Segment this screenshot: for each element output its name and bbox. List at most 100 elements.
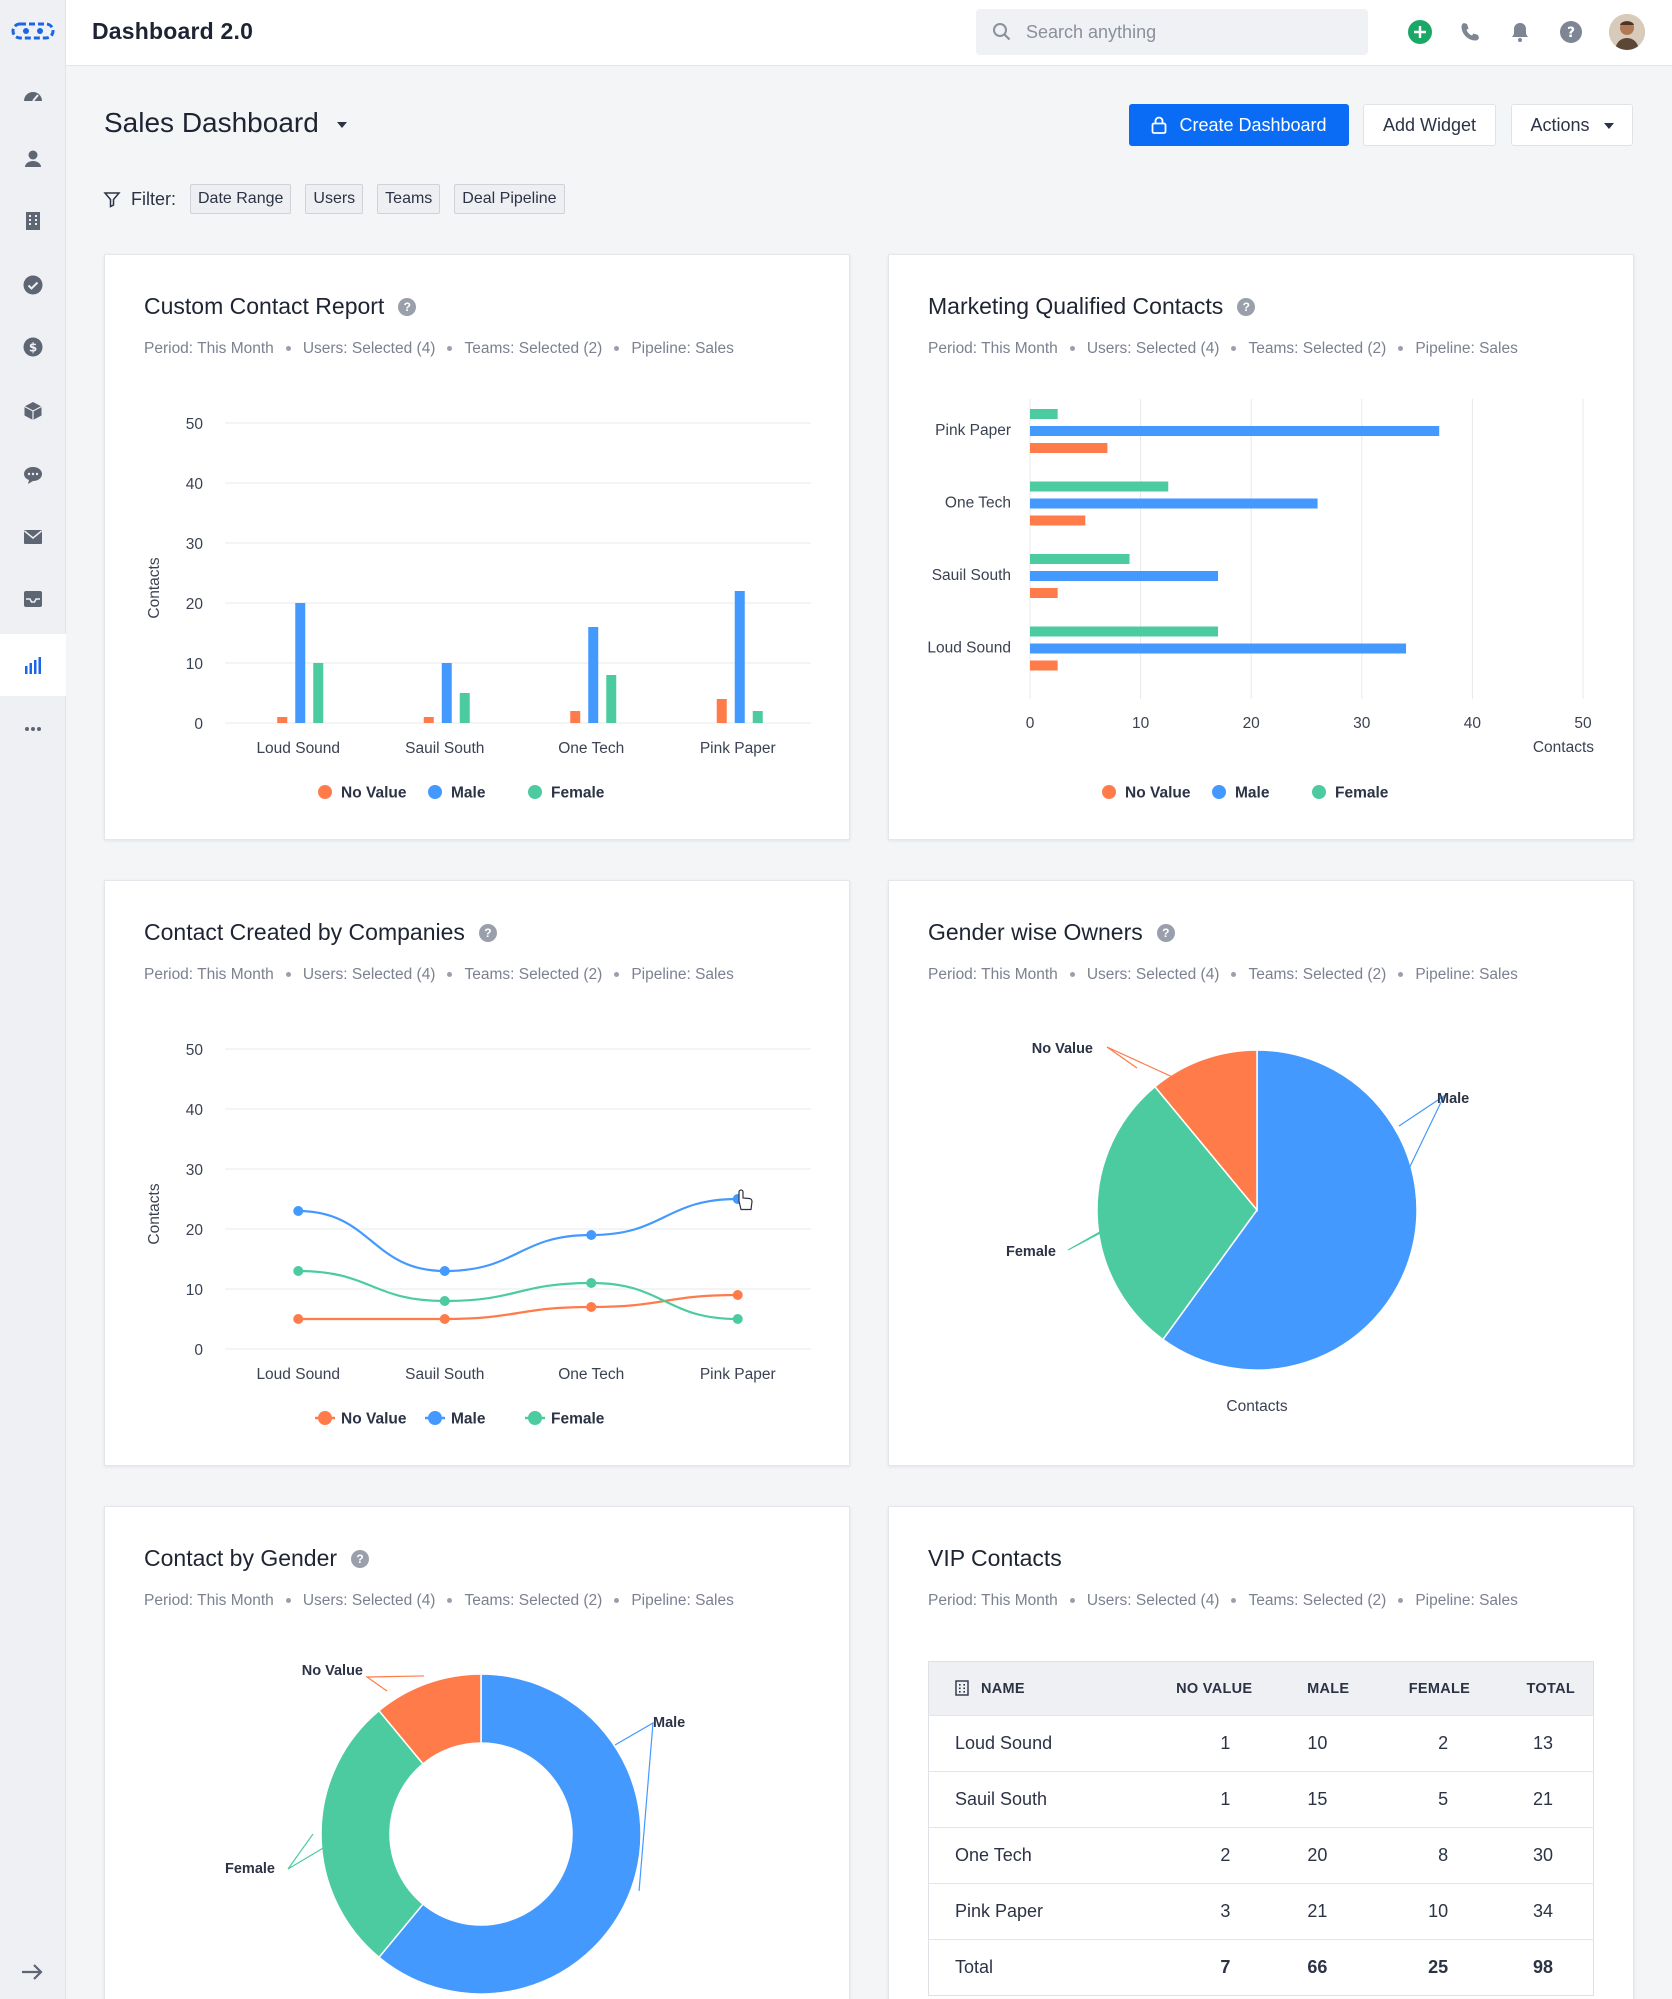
- pie-slice: [1153, 1049, 1258, 1213]
- help-icon[interactable]: ?: [1237, 297, 1256, 316]
- arrow-right-icon[interactable]: [18, 1958, 46, 1986]
- actions-dropdown[interactable]: Actions: [1511, 104, 1633, 146]
- table-row[interactable]: One Tech 2 20 8 30: [928, 1827, 1594, 1884]
- y-tick-label: 20: [186, 596, 204, 613]
- meta-pipeline: Pipeline: Sales: [631, 966, 734, 983]
- bar: [423, 717, 434, 723]
- help-icon[interactable]: ?: [1557, 18, 1585, 46]
- help-icon[interactable]: ?: [398, 297, 417, 316]
- legend-marker: [428, 785, 442, 799]
- bar: [1030, 443, 1108, 453]
- add-icon[interactable]: [1406, 18, 1434, 46]
- sidebar-item-tasks[interactable]: [0, 254, 66, 316]
- table-row[interactable]: Sauil South 1 15 5 21: [928, 1771, 1594, 1828]
- sidebar-item-chat[interactable]: [0, 444, 66, 506]
- table-cell-total: 25: [1367, 1939, 1489, 1996]
- column-header-name[interactable]: NAME: [928, 1661, 1132, 1716]
- search-box[interactable]: Search anything: [976, 9, 1368, 55]
- table-row[interactable]: Loud Sound 1 10 2 13: [928, 1715, 1594, 1772]
- app-title: Dashboard 2.0: [92, 18, 254, 44]
- search-input[interactable]: Search anything: [1026, 21, 1157, 42]
- leader-line: [365, 1675, 425, 1692]
- slice-label: Male: [1437, 1091, 1469, 1107]
- help-icon[interactable]: ?: [478, 923, 497, 942]
- add-widget-button[interactable]: Add Widget: [1363, 104, 1496, 146]
- sidebar-item-contacts[interactable]: [0, 128, 66, 190]
- bar: [1030, 515, 1086, 526]
- column-header-no-value[interactable]: NO VALUE: [1131, 1661, 1271, 1716]
- card-vip-contacts: VIP Contacts Period: This Month Users: Se…: [888, 1506, 1634, 1999]
- column-header-total[interactable]: TOTAL: [1488, 1661, 1594, 1716]
- x-tick-label: Sauil South: [405, 740, 484, 757]
- checkmark-icon: [23, 275, 43, 295]
- table-cell: 21: [1270, 1883, 1368, 1940]
- slice-label: No Value: [1032, 1041, 1093, 1057]
- chevron-down-icon: [336, 122, 347, 128]
- table-cell-name: Loud Sound: [928, 1715, 1132, 1772]
- sidebar-item-dashboard[interactable]: [0, 66, 66, 128]
- sidebar: $: [0, 0, 66, 1999]
- filter-chip-users[interactable]: Users: [305, 184, 364, 214]
- bar: [1030, 643, 1407, 654]
- sidebar-item-deals[interactable]: $: [0, 316, 66, 378]
- meta-users: Users: Selected (4): [302, 1592, 436, 1609]
- phone-icon[interactable]: [1456, 18, 1484, 46]
- add-widget-label: Add Widget: [1382, 114, 1477, 135]
- table-cell: 15: [1270, 1771, 1368, 1828]
- meta-teams: Teams: Selected (2): [1248, 340, 1387, 357]
- card-meta: Period: This Month Users: Selected (4) Tea…: [144, 1592, 734, 1610]
- sidebar-item-more[interactable]: [0, 698, 66, 760]
- help-icon[interactable]: ?: [1156, 923, 1175, 942]
- sidebar-item-products[interactable]: [0, 380, 66, 442]
- meta-period: Period: This Month: [144, 1592, 274, 1609]
- donut-chart: Male Female No Value: [225, 1663, 685, 1995]
- filter-chip-teams[interactable]: Teams: [377, 184, 441, 214]
- card-contact-by-gender: Contact by Gender? Period: This Month Use…: [104, 1506, 850, 1999]
- filter-bar: Filter: Date Range Users Teams Deal Pipe…: [103, 184, 579, 214]
- avatar[interactable]: [1609, 14, 1645, 50]
- card-meta: Period: This Month Users: Selected (4) Tea…: [144, 966, 734, 984]
- bar-chart: 0 10 20 30 40 50 Contacts Loud Sound Sauil South…: [146, 416, 811, 802]
- meta-period: Period: This Month: [928, 966, 1058, 983]
- y-tick-label: 10: [186, 656, 204, 673]
- sidebar-item-companies[interactable]: [0, 190, 66, 252]
- legend-label: No Value: [341, 785, 407, 802]
- legend-marker: [428, 1411, 442, 1425]
- x-tick-label: 50: [1574, 715, 1592, 732]
- column-header-male[interactable]: MALE: [1270, 1661, 1368, 1716]
- meta-period: Period: This Month: [144, 966, 274, 983]
- y-tick-label: One Tech: [945, 495, 1011, 512]
- card-title: VIP Contacts: [928, 1545, 1062, 1571]
- y-tick-label: 50: [186, 1042, 204, 1059]
- slice-label: Male: [653, 1715, 685, 1731]
- data-point: [732, 1314, 743, 1324]
- horizontal-bar-chart: 0 10 20 30 40 50 Contacts Pink Paper One Tech Sau…: [927, 399, 1594, 802]
- leader-line: [1370, 1094, 1446, 1248]
- sidebar-item-email[interactable]: [0, 506, 66, 568]
- person-icon: [25, 150, 41, 167]
- sidebar-item-inbox[interactable]: [0, 568, 66, 630]
- table-cell-name: Sauil South: [928, 1771, 1132, 1828]
- logo-icon[interactable]: [10, 16, 56, 46]
- y-tick-label: 40: [186, 1102, 204, 1119]
- card-custom-contact-report: Custom Contact Report? Period: This Mont…: [104, 254, 850, 840]
- filter-chip-date-range[interactable]: Date Range: [190, 184, 292, 214]
- meta-users: Users: Selected (4): [302, 966, 436, 983]
- top-bar: Dashboard 2.0 Search anything ?: [66, 0, 1672, 66]
- table-row[interactable]: Pink Paper 3 21 10 34: [928, 1883, 1594, 1940]
- column-header-female[interactable]: FEMALE: [1367, 1661, 1489, 1716]
- create-dashboard-button[interactable]: Create Dashboard: [1129, 104, 1349, 146]
- bar: [1030, 409, 1058, 419]
- filter-chip-deal-pipeline[interactable]: Deal Pipeline: [454, 184, 565, 214]
- table-cell-name: One Tech: [928, 1827, 1132, 1884]
- data-point: [586, 1230, 597, 1240]
- pie-slice: [377, 1673, 642, 1995]
- legend-label: Male: [451, 1411, 486, 1428]
- sidebar-item-reports[interactable]: [0, 634, 66, 696]
- x-tick-label: Loud Sound: [256, 1366, 340, 1383]
- bell-icon[interactable]: [1506, 18, 1534, 46]
- card-marketing-qualified-contacts: Marketing Qualified Contacts? Period: Th…: [888, 254, 1634, 840]
- dashboard-selector[interactable]: Sales Dashboard: [104, 107, 347, 139]
- help-icon[interactable]: ?: [351, 1549, 370, 1568]
- bar: [1030, 554, 1130, 564]
